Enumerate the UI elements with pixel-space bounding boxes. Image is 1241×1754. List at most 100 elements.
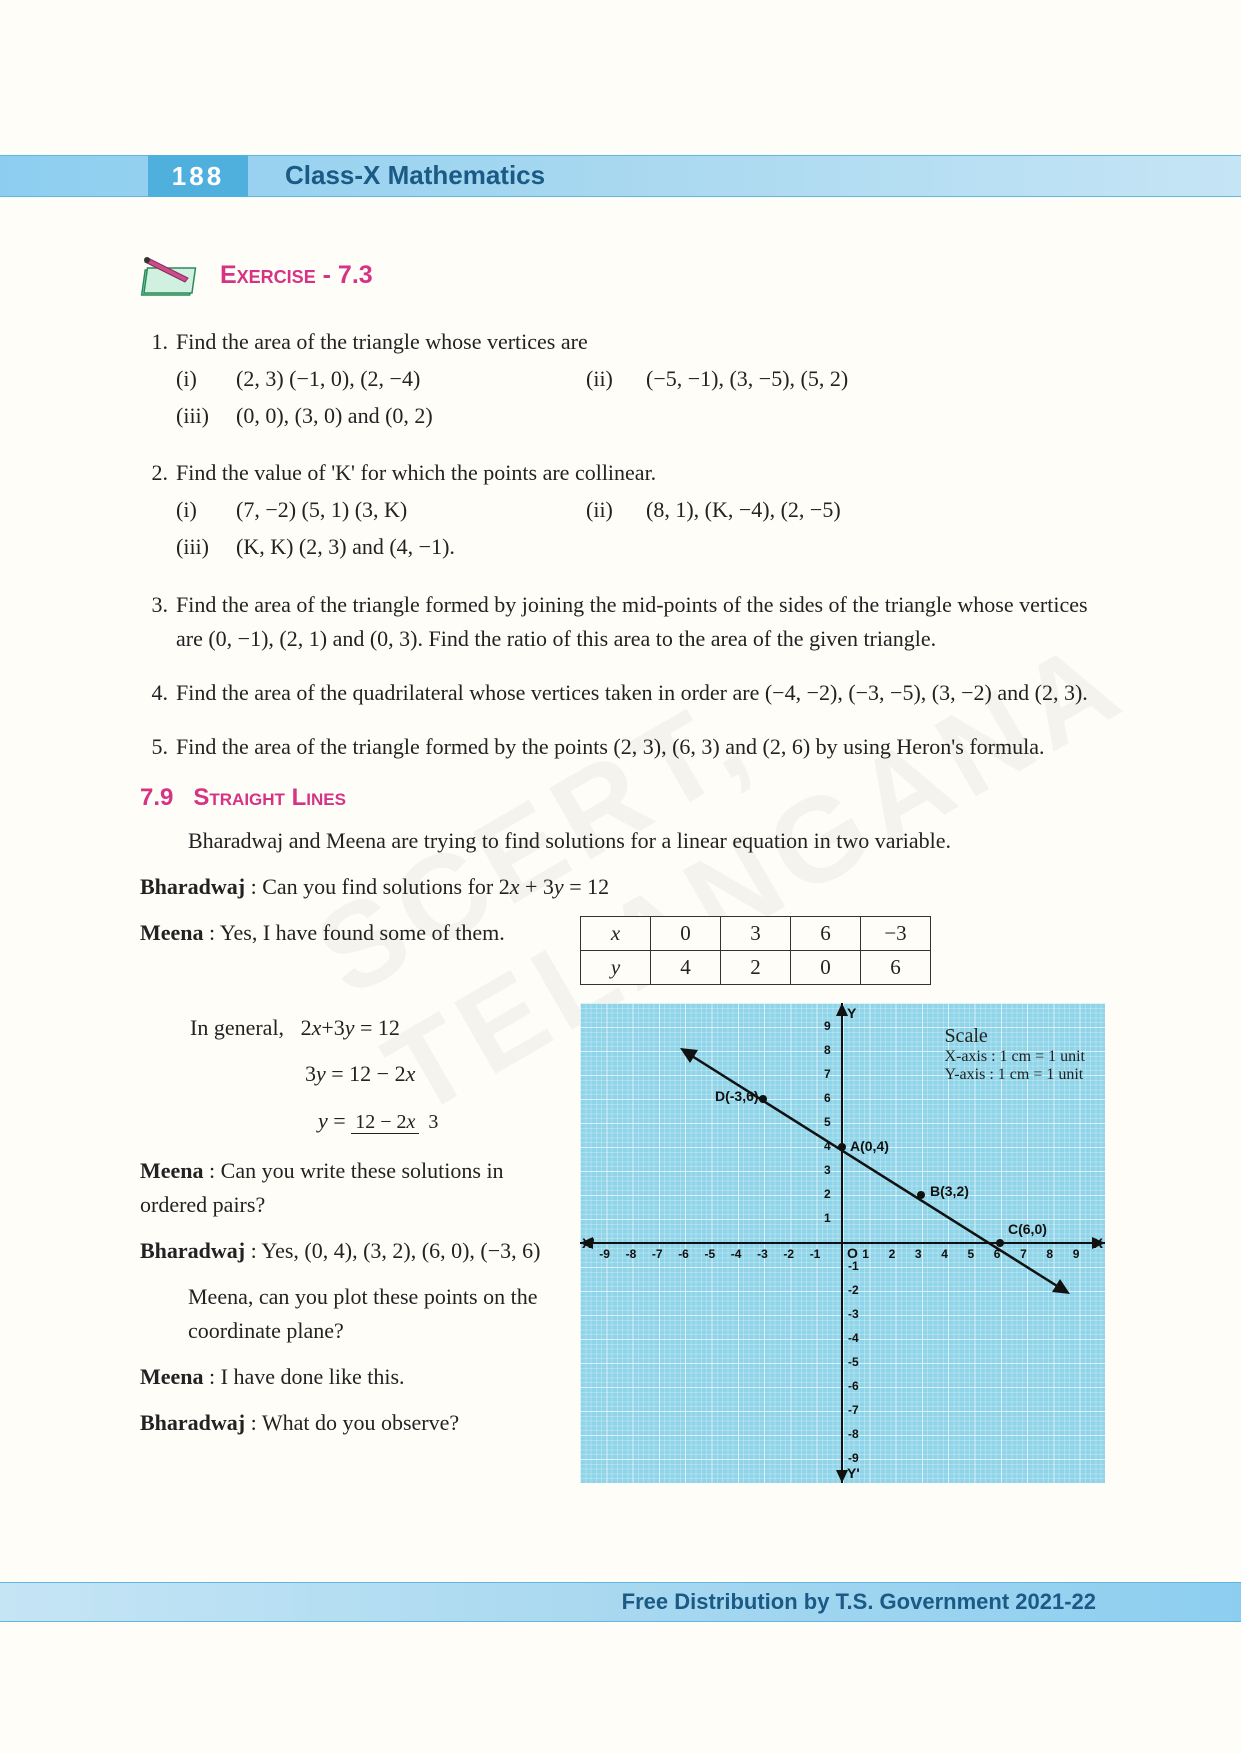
sub-value: (K, K) (2, 3) and (4, −1). <box>236 530 586 564</box>
section-intro: Bharadwaj and Meena are trying to find s… <box>140 824 1105 858</box>
y-tick: 5 <box>824 1115 831 1129</box>
sub-label: (i) <box>176 493 236 527</box>
q-text: Find the area of the triangle whose vert… <box>176 325 1105 359</box>
x-tick: -3 <box>757 1247 768 1261</box>
y-tick: 4 <box>824 1139 831 1153</box>
dialogue-line: Bharadwaj : Yes, (0, 4), (3, 2), (6, 0),… <box>140 1234 570 1268</box>
sub-value: (2, 3) (−1, 0), (2, −4) <box>236 362 586 396</box>
y-tick: -4 <box>848 1331 859 1345</box>
question-5: 5. Find the area of the triangle formed … <box>140 730 1105 764</box>
sub-label: (i) <box>176 362 236 396</box>
dialogue-line: Bharadwaj : What do you observe? <box>140 1406 570 1440</box>
sub-value: (7, −2) (5, 1) (3, K) <box>236 493 586 527</box>
question-1: 1. Find the area of the triangle whose v… <box>140 325 1105 436</box>
book-pen-icon <box>140 250 205 300</box>
x-tick: 4 <box>941 1247 948 1261</box>
dialogue-line: Bharadwaj : Can you find solutions for 2… <box>140 870 1105 904</box>
table-cell: 6 <box>791 917 861 951</box>
y-tick: 7 <box>824 1067 831 1081</box>
x-tick: 9 <box>1073 1247 1080 1261</box>
y-tick: 8 <box>824 1043 831 1057</box>
dialogue-line: Meena, can you plot these points on the … <box>140 1280 570 1348</box>
y-tick: -7 <box>848 1403 859 1417</box>
table-header: x <box>581 917 651 951</box>
x-tick: -9 <box>599 1247 610 1261</box>
speaker-name: Bharadwaj <box>140 874 245 899</box>
equation-block: In general, 2x+3y = 12 3y = 12 − 2x y = … <box>190 1005 570 1144</box>
exercise-title: Exercise - 7.3 <box>220 261 373 290</box>
q-number: 4. <box>140 676 168 710</box>
q-number: 1. <box>140 325 168 436</box>
y-tick: -2 <box>848 1283 859 1297</box>
sub-value: (0, 0), (3, 0) and (0, 2) <box>236 399 586 433</box>
sub-label: (ii) <box>586 493 646 527</box>
y-tick: 1 <box>824 1211 831 1225</box>
coordinate-graph: Scale X-axis : 1 cm = 1 unit Y-axis : 1 … <box>580 1003 1105 1483</box>
sub-label: (iii) <box>176 399 236 433</box>
page: SCERT, TELANGANA 188 Class-X Mathematics… <box>0 0 1241 1754</box>
page-number: 188 <box>172 161 224 192</box>
x-tick: -2 <box>783 1247 794 1261</box>
axis-label: Y <box>847 1005 856 1021</box>
section-number: 7.9 <box>140 784 173 811</box>
point-label: B(3,2) <box>930 1183 969 1199</box>
q-text: Find the area of the triangle formed by … <box>176 730 1105 764</box>
x-tick: 6 <box>994 1247 1001 1261</box>
exercise-header: Exercise - 7.3 <box>140 250 1105 300</box>
x-tick: -4 <box>731 1247 742 1261</box>
y-tick: 6 <box>824 1091 831 1105</box>
q-number: 3. <box>140 588 168 656</box>
point-label: D(-3,6) <box>715 1088 759 1104</box>
point-label: A(0,4) <box>850 1138 889 1154</box>
x-tick: -7 <box>652 1247 663 1261</box>
scale-info: Scale X-axis : 1 cm = 1 unit Y-axis : 1 … <box>944 1025 1085 1084</box>
q-number: 2. <box>140 456 168 567</box>
sub-label: (ii) <box>586 362 646 396</box>
speaker-name: Meena <box>140 920 204 945</box>
dialogue-line: Meena : I have done like this. <box>140 1360 570 1394</box>
q-text: Find the area of the quadrilateral whose… <box>176 676 1105 710</box>
header-title: Class-X Mathematics <box>285 160 545 191</box>
x-tick: -6 <box>678 1247 689 1261</box>
x-tick: 1 <box>862 1247 869 1261</box>
axis-label: X <box>1094 1235 1103 1251</box>
y-tick: -1 <box>848 1259 859 1273</box>
x-tick: 8 <box>1046 1247 1053 1261</box>
x-tick: 5 <box>968 1247 975 1261</box>
axis-label: X' <box>582 1235 595 1251</box>
question-3: 3. Find the area of the triangle formed … <box>140 588 1105 656</box>
dialogue-with-table: Meena : Yes, I have found some of them. … <box>140 916 1105 985</box>
footer-text: Free Distribution by T.S. Government 202… <box>622 1589 1096 1615</box>
y-tick: -5 <box>848 1355 859 1369</box>
page-number-box: 188 <box>148 155 248 197</box>
q-text: Find the value of 'K' for which the poin… <box>176 456 1105 490</box>
section-title: 7.9 Straight Lines <box>140 784 1105 812</box>
table-cell: 6 <box>861 951 931 985</box>
question-4: 4. Find the area of the quadrilateral wh… <box>140 676 1105 710</box>
y-tick: -3 <box>848 1307 859 1321</box>
sub-value: (8, 1), (K, −4), (2, −5) <box>646 493 1105 527</box>
axis-label: Y' <box>847 1465 860 1481</box>
table-cell: 4 <box>651 951 721 985</box>
q-number: 5. <box>140 730 168 764</box>
x-tick: 2 <box>889 1247 896 1261</box>
table-header: y <box>581 951 651 985</box>
footer-bar: Free Distribution by T.S. Government 202… <box>0 1582 1241 1622</box>
y-tick: 9 <box>824 1019 831 1033</box>
table-cell: 0 <box>791 951 861 985</box>
sub-value: (−5, −1), (3, −5), (5, 2) <box>646 362 1105 396</box>
q-text: Find the area of the triangle formed by … <box>176 588 1105 656</box>
y-tick: -8 <box>848 1427 859 1441</box>
sub-label: (iii) <box>176 530 236 564</box>
table-cell: 3 <box>721 917 791 951</box>
dialogue-line: Meena : Can you write these solutions in… <box>140 1154 570 1222</box>
y-tick: 2 <box>824 1187 831 1201</box>
point-label: C(6,0) <box>1008 1221 1047 1237</box>
x-tick: 3 <box>915 1247 922 1261</box>
y-tick: 3 <box>824 1163 831 1177</box>
table-cell: 0 <box>651 917 721 951</box>
equations-and-graph: In general, 2x+3y = 12 3y = 12 − 2x y = … <box>140 995 1105 1483</box>
content-area: Exercise - 7.3 1. Find the area of the t… <box>140 250 1105 1483</box>
x-tick: -5 <box>705 1247 716 1261</box>
section-name: Straight Lines <box>193 784 346 811</box>
